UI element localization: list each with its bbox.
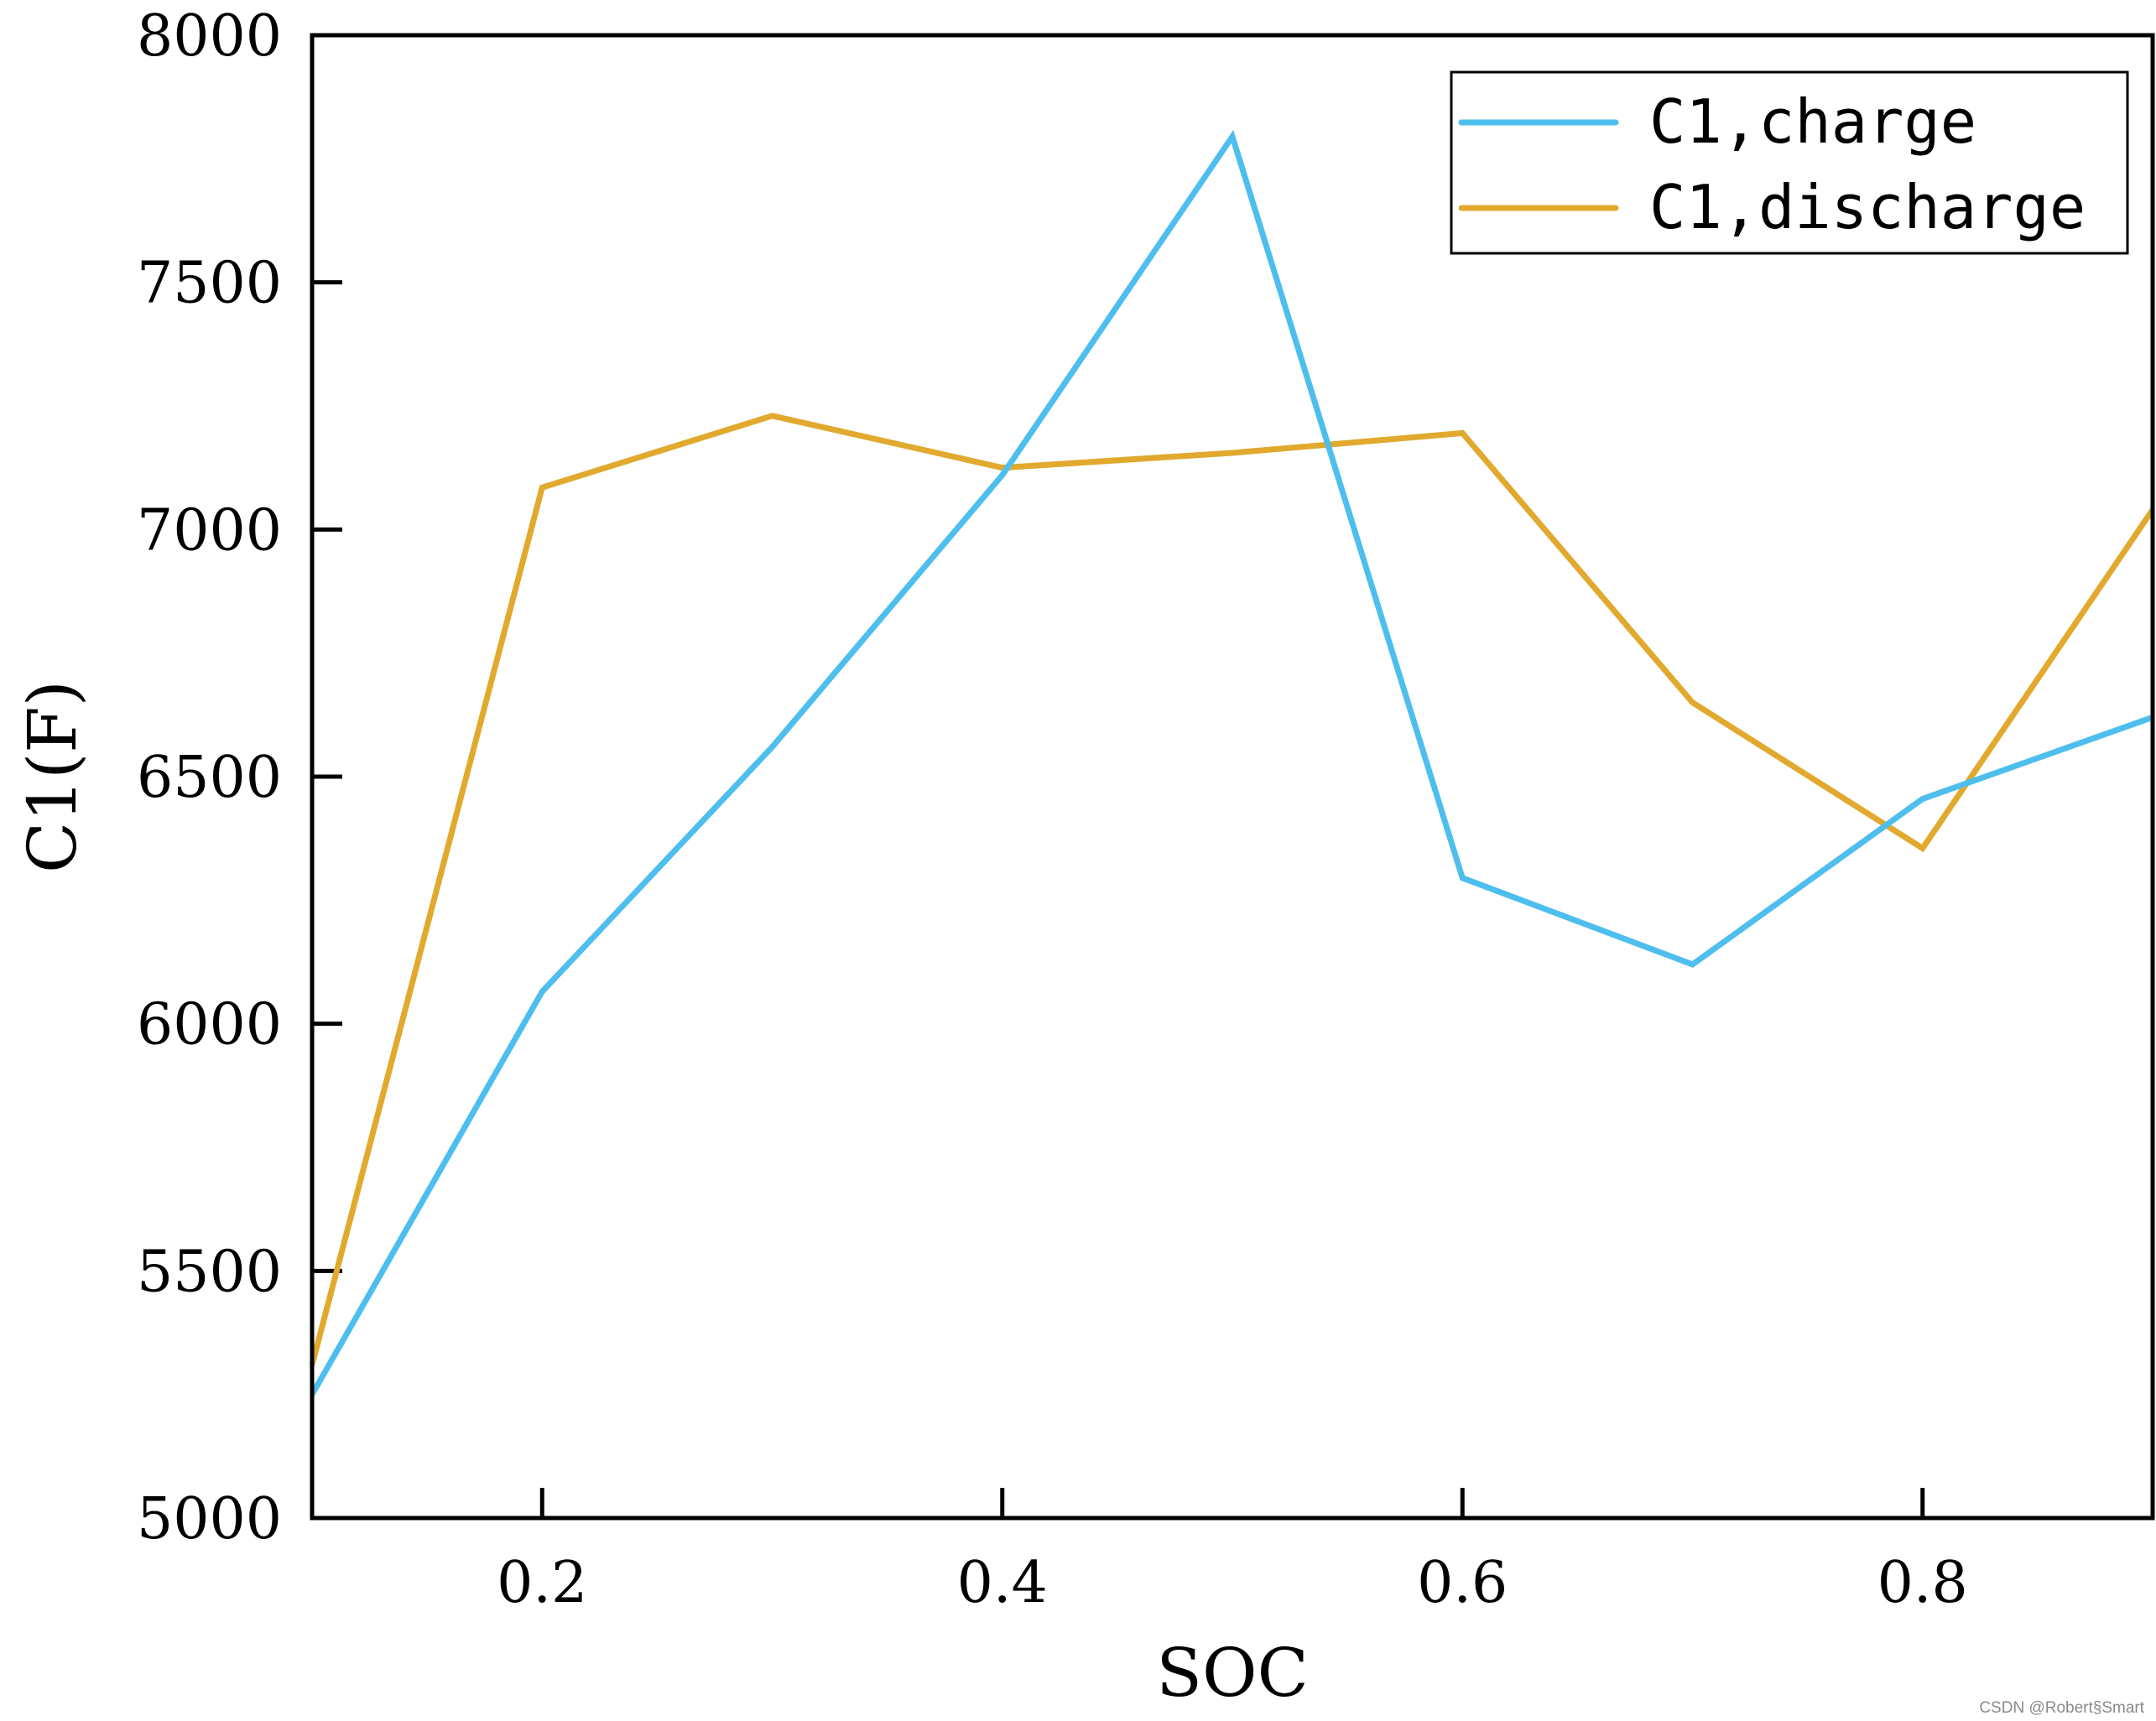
x-axis-ticks: 0.2 0.4 0.6 0.8 [497, 1488, 1968, 1616]
y-tick-label: 7000 [137, 497, 282, 564]
y-tick-label: 7500 [137, 251, 282, 317]
y-axis-title: C1(F) [13, 680, 91, 873]
y-tick-label: 5500 [137, 1239, 282, 1305]
legend: C1,charge C1,discharge [1450, 70, 2129, 255]
legend-label-discharge: C1,discharge [1649, 172, 2086, 242]
plot-frame [310, 33, 2155, 1521]
y-tick-label: 6000 [137, 992, 282, 1058]
series-line-c1-charge [309, 129, 2154, 1396]
legend-label-charge: C1,charge [1649, 86, 1976, 157]
x-tick-label: 0.6 [1417, 1550, 1508, 1616]
y-tick-label: 5000 [137, 1486, 282, 1552]
legend-box [1450, 70, 2129, 255]
x-tick-label: 0.4 [957, 1550, 1048, 1616]
x-tick-label: 0.8 [1877, 1550, 1968, 1616]
series-line-c1-discharge [309, 413, 2155, 1366]
watermark: CSDN @Robert§Smart [1979, 1699, 2144, 1717]
y-tick-label: 6500 [137, 745, 282, 811]
x-tick-label: 0.2 [497, 1550, 587, 1616]
y-tick-label: 8000 [137, 3, 282, 70]
series-lines [309, 129, 2155, 1396]
x-axis-title: SOC [1156, 1634, 1309, 1712]
y-axis-ticks: 5000 5500 6000 6500 7000 7500 8000 [137, 3, 342, 1552]
